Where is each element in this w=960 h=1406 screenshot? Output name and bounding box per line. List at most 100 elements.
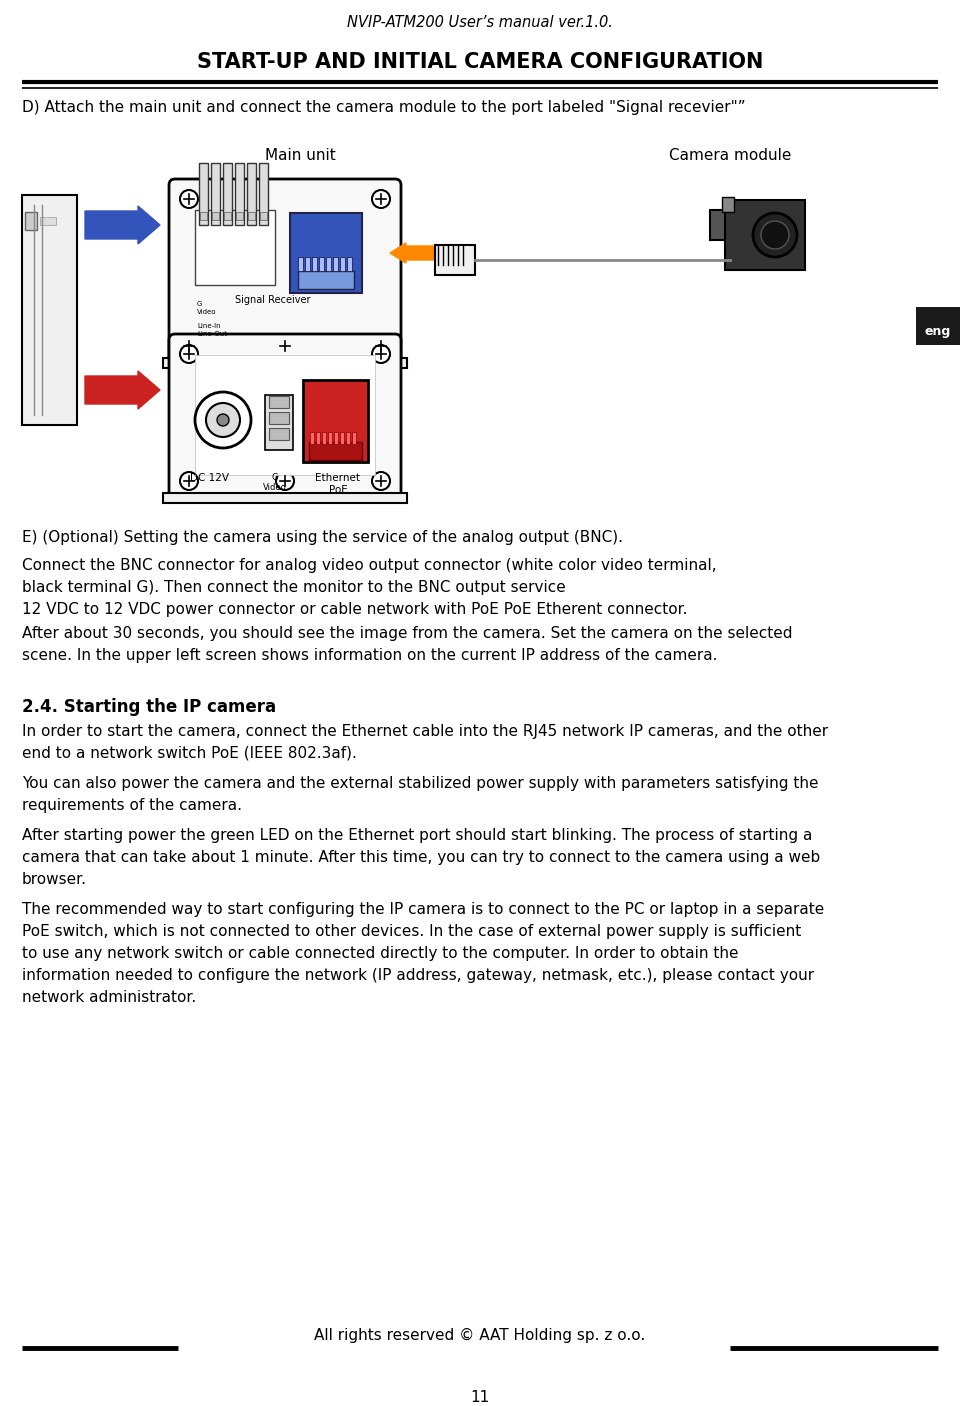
Bar [346, 432, 350, 444]
Circle shape [761, 221, 789, 249]
FancyBboxPatch shape [169, 335, 401, 501]
Bar [916, 307, 960, 344]
FancyArrow shape [85, 371, 160, 409]
Bar [269, 412, 289, 425]
Bar [334, 432, 338, 444]
Circle shape [206, 404, 240, 437]
Bar [236, 212, 243, 219]
Text: eng: eng [924, 325, 951, 337]
Text: Signal Receiver: Signal Receiver [235, 295, 310, 305]
Bar [340, 432, 344, 444]
Bar [328, 432, 332, 444]
Bar [710, 209, 735, 240]
Bar [265, 395, 293, 450]
Bar [326, 257, 331, 271]
Bar [347, 257, 352, 271]
Text: 2.4. Starting the IP camera: 2.4. Starting the IP camera [22, 697, 276, 716]
Bar [725, 200, 805, 270]
Bar [290, 212, 362, 292]
Text: D) Attach the main unit and connect the camera module to the port labeled "Signa: D) Attach the main unit and connect the … [22, 100, 746, 115]
Text: The recommended way to start configuring the IP camera is to connect to the PC o: The recommended way to start configuring… [22, 903, 825, 917]
Text: 11: 11 [470, 1391, 490, 1405]
Bar [260, 212, 267, 219]
Text: You can also power the camera and the external stabilized power supply with para: You can also power the camera and the ex… [22, 776, 819, 792]
Bar [722, 197, 734, 212]
Bar [322, 432, 326, 444]
Text: black terminal G). Then connect the monitor to the BNC output service: black terminal G). Then connect the moni… [22, 581, 565, 595]
Bar [212, 212, 219, 219]
Bar [199, 163, 208, 225]
Text: camera that can take about 1 minute. After this time, you can try to connect to : camera that can take about 1 minute. Aft… [22, 851, 820, 865]
Bar [298, 271, 354, 290]
Text: Main unit: Main unit [265, 148, 335, 163]
Text: Connect the BNC connector for analog video output connector (white color video t: Connect the BNC connector for analog vid… [22, 558, 716, 574]
Bar [247, 163, 256, 225]
Bar [352, 432, 356, 444]
Bar [25, 212, 37, 231]
Bar [269, 396, 289, 408]
Text: DC 12V: DC 12V [189, 472, 228, 484]
Bar [248, 212, 255, 219]
Circle shape [372, 190, 390, 208]
Bar [309, 441, 362, 460]
Text: browser.: browser. [22, 872, 87, 887]
Bar [163, 359, 407, 368]
Bar [200, 212, 207, 219]
Circle shape [217, 413, 229, 426]
Bar [235, 163, 244, 225]
Bar [303, 380, 368, 463]
Text: Ethernet
PoE: Ethernet PoE [316, 472, 361, 495]
Circle shape [180, 337, 198, 354]
Text: 12 VDC to 12 VDC power connector or cable network with PoE PoE Etherent connecto: 12 VDC to 12 VDC power connector or cabl… [22, 602, 687, 617]
Text: After starting power the green LED on the Ethernet port should start blinking. T: After starting power the green LED on th… [22, 828, 812, 844]
Bar [195, 354, 375, 475]
Bar [305, 257, 310, 271]
Bar [211, 163, 220, 225]
Bar [333, 257, 338, 271]
Bar [319, 257, 324, 271]
Bar [312, 257, 317, 271]
Text: network administrator.: network administrator. [22, 990, 196, 1005]
Text: In order to start the camera, connect the Ethernet cable into the RJ45 network I: In order to start the camera, connect th… [22, 724, 828, 740]
Text: end to a network switch PoE (IEEE 802.3af).: end to a network switch PoE (IEEE 802.3a… [22, 747, 357, 761]
Bar [22, 195, 77, 425]
Text: scene. In the upper left screen shows information on the current IP address of t: scene. In the upper left screen shows in… [22, 648, 717, 664]
Bar [195, 209, 275, 285]
Bar [316, 432, 320, 444]
Circle shape [372, 472, 390, 491]
Circle shape [276, 472, 294, 491]
Text: NVIP-ATM200 User’s manual ver.1.0.: NVIP-ATM200 User’s manual ver.1.0. [348, 15, 612, 30]
Bar [310, 432, 314, 444]
FancyBboxPatch shape [169, 179, 401, 366]
Text: information needed to configure the network (IP address, gateway, netmask, etc.): information needed to configure the netw… [22, 967, 814, 983]
Circle shape [180, 472, 198, 491]
Circle shape [180, 190, 198, 208]
Text: Camera module: Camera module [669, 148, 791, 163]
Text: PoE switch, which is not connected to other devices. In the case of external pow: PoE switch, which is not connected to ot… [22, 924, 802, 939]
Bar [223, 163, 232, 225]
Circle shape [195, 392, 251, 449]
Text: to use any network switch or cable connected directly to the computer. In order : to use any network switch or cable conne… [22, 946, 738, 960]
Circle shape [372, 344, 390, 363]
Bar [269, 427, 289, 440]
Bar [40, 217, 56, 225]
Bar [163, 494, 407, 503]
Text: START-UP AND INITIAL CAMERA CONFIGURATION: START-UP AND INITIAL CAMERA CONFIGURATIO… [197, 52, 763, 72]
Text: G
Video

Line-In
Line-Out: G Video Line-In Line-Out [197, 301, 227, 337]
Circle shape [180, 344, 198, 363]
Text: After about 30 seconds, you should see the image from the camera. Set the camera: After about 30 seconds, you should see t… [22, 626, 793, 641]
Bar [435, 245, 475, 276]
Circle shape [372, 337, 390, 354]
FancyArrow shape [85, 207, 160, 245]
Text: G
Video: G Video [263, 472, 287, 492]
Text: E) (Optional) Setting the camera using the service of the analog output (BNC).: E) (Optional) Setting the camera using t… [22, 530, 623, 546]
Text: requirements of the camera.: requirements of the camera. [22, 799, 242, 813]
Bar [340, 257, 345, 271]
FancyArrow shape [390, 243, 435, 263]
Circle shape [753, 212, 797, 257]
Bar [298, 257, 303, 271]
Bar [259, 163, 268, 225]
Circle shape [276, 337, 294, 354]
Text: All rights reserved © AAT Holding sp. z o.o.: All rights reserved © AAT Holding sp. z … [314, 1329, 646, 1343]
Bar [224, 212, 231, 219]
